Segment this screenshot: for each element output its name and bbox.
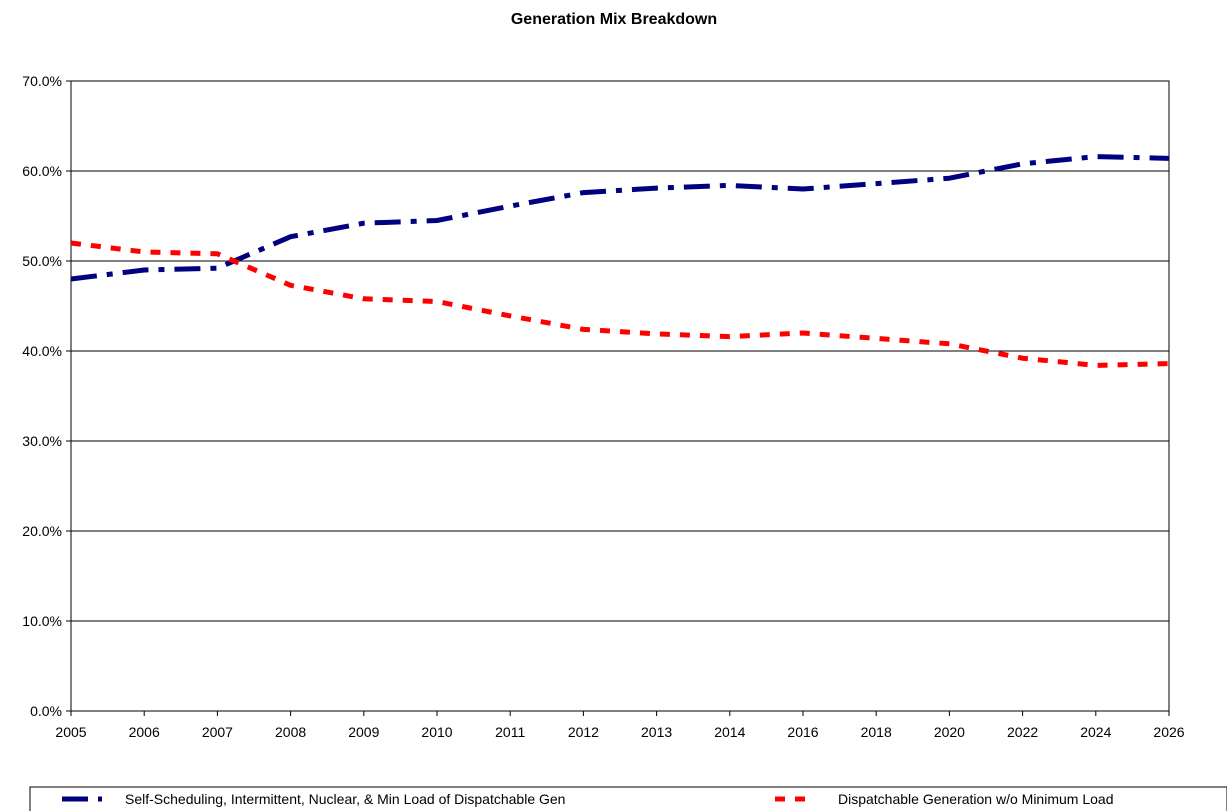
y-tick-label: 60.0% (22, 163, 62, 179)
y-tick-label: 10.0% (22, 613, 62, 629)
y-tick-label: 40.0% (22, 343, 62, 359)
x-tick-label: 2020 (934, 724, 965, 740)
legend-label-1: Self-Scheduling, Intermittent, Nuclear, … (125, 791, 565, 807)
series-line-1 (70, 154, 1170, 282)
y-tick-label: 30.0% (22, 433, 62, 449)
x-axis: 2005 2006 2007 2008 2009 2010 2011 2012 2013 2014… (55, 711, 1185, 740)
y-tick-label: 0.0% (30, 703, 62, 719)
legend-label-2: Dispatchable Generation w/o Minimum Load (838, 791, 1113, 807)
x-tick-label: 2018 (861, 724, 892, 740)
y-tick-label: 70.0% (22, 73, 62, 89)
series-line-2 (70, 240, 1170, 368)
y-tick-label: 20.0% (22, 523, 62, 539)
chart-title: Generation Mix Breakdown (511, 11, 717, 28)
plot-area (70, 80, 1170, 712)
legend-box (29, 786, 1227, 811)
x-tick-label: 2008 (275, 724, 306, 740)
series-lines (70, 154, 1170, 368)
gridlines (71, 170, 1169, 622)
y-tick-label: 50.0% (22, 253, 62, 269)
x-tick-label: 2014 (714, 724, 745, 740)
x-tick-label: 2013 (641, 724, 672, 740)
x-tick-label: 2011 (495, 724, 525, 740)
x-tick-label: 2024 (1080, 724, 1111, 740)
legend: Self-Scheduling, Intermittent, Nuclear, … (29, 786, 1227, 811)
x-tick-label: 2005 (55, 724, 86, 740)
y-axis: 0.0% 10.0% 20.0% 30.0% 40.0% 50.0% 60.0% 70.0% (22, 73, 71, 719)
x-tick-label: 2006 (129, 724, 160, 740)
x-tick-label: 2007 (202, 724, 233, 740)
x-tick-label: 2026 (1153, 724, 1184, 740)
x-tick-label: 2010 (421, 724, 452, 740)
x-tick-label: 2012 (568, 724, 599, 740)
x-tick-label: 2009 (348, 724, 379, 740)
x-tick-label: 2016 (787, 724, 818, 740)
x-tick-label: 2022 (1007, 724, 1038, 740)
